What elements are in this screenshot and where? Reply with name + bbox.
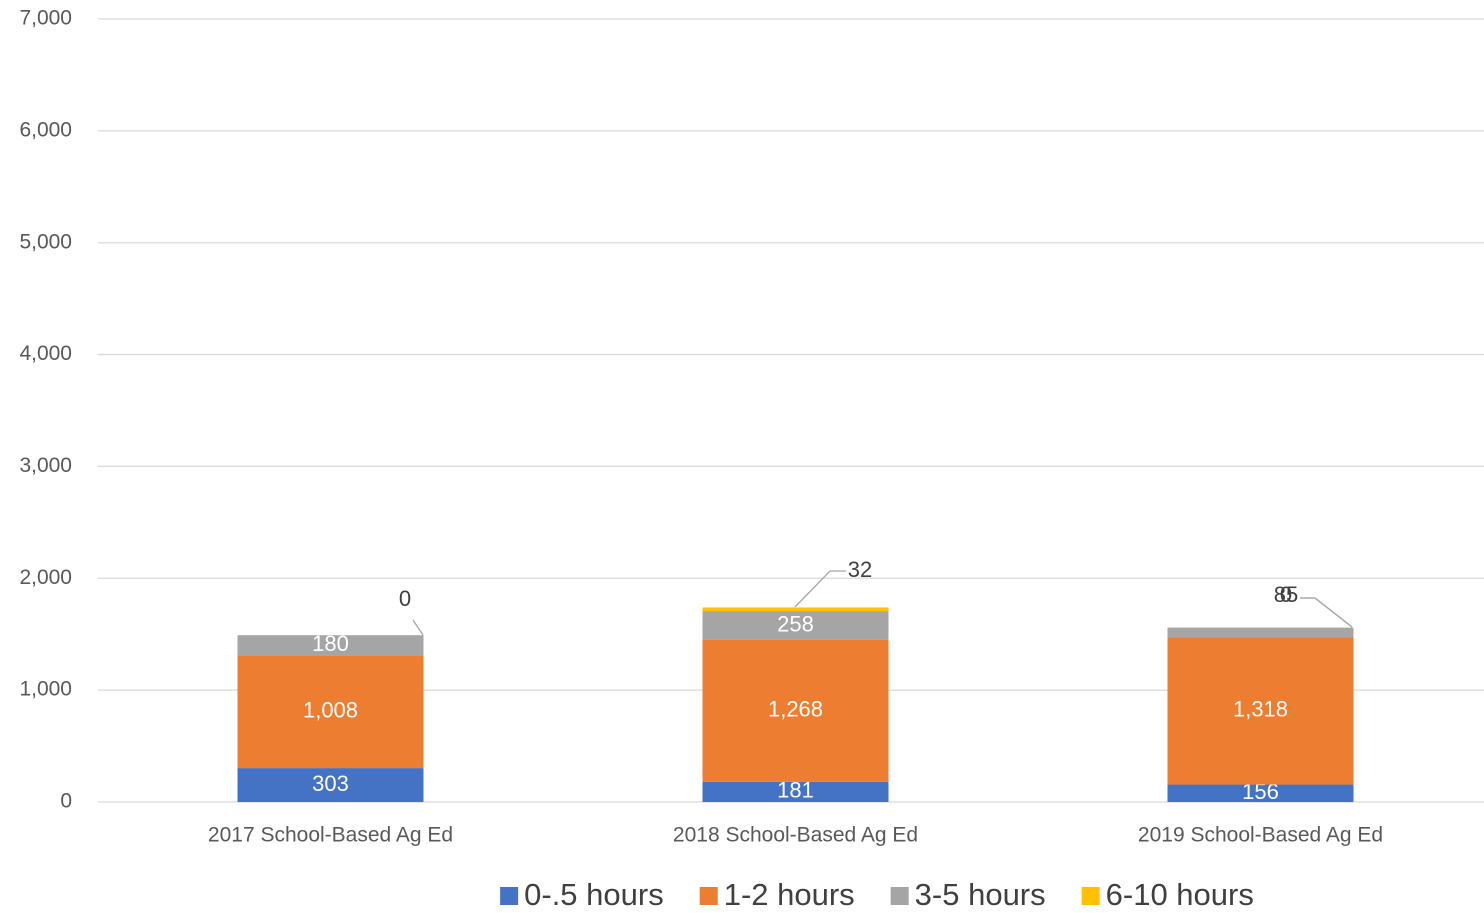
y-tick-label: 4,000 (19, 342, 72, 365)
leader-line (1300, 597, 1353, 628)
y-tick-label: 1,000 (19, 678, 72, 701)
legend-swatch (699, 887, 718, 905)
data-label: 258 (777, 611, 814, 636)
data-label: 32 (848, 557, 872, 582)
legend-label: 6-10 hours (1106, 877, 1254, 912)
y-tick-label: 0 (60, 790, 72, 813)
data-label: 1,008 (303, 698, 358, 723)
y-tick-label: 6,000 (19, 118, 72, 141)
y-tick-label: 5,000 (19, 230, 72, 253)
leader-line (794, 570, 846, 608)
data-label: 85 (1274, 582, 1298, 607)
bar-segment (237, 655, 424, 769)
data-label: 180 (312, 631, 349, 656)
bar-segment (1167, 637, 1354, 785)
leader-line (412, 619, 424, 636)
bar-segment (1167, 627, 1354, 638)
data-label: 303 (312, 771, 349, 796)
bar-segment (702, 607, 889, 612)
x-tick-label: 2017 School-Based Ag Ed (208, 824, 453, 847)
y-tick-label: 3,000 (19, 454, 72, 477)
x-tick-label: 2019 School-Based Ag Ed (1138, 824, 1383, 847)
bar-segment (702, 639, 889, 782)
data-label: 1,268 (768, 697, 823, 722)
leader-line (1300, 597, 1353, 628)
data-label: 1,318 (1233, 697, 1288, 722)
legend-label: 0-.5 hours (524, 877, 664, 912)
legend-label: 1-2 hours (724, 877, 855, 912)
legend-swatch (1081, 887, 1100, 905)
data-label: 0 (1280, 582, 1292, 607)
y-tick-label: 7,000 (19, 7, 72, 30)
legend-swatch (890, 887, 909, 905)
x-tick-label: 2018 School-Based Ag Ed (673, 824, 918, 847)
data-label: 181 (777, 778, 814, 803)
legend-swatch (500, 887, 519, 905)
data-label: 0 (399, 586, 411, 611)
y-tick-label: 2,000 (19, 566, 72, 589)
bar-segment (237, 635, 424, 656)
bar-segment (1167, 784, 1354, 802)
bar-segment (237, 768, 424, 802)
bar-segment (702, 781, 889, 802)
legend-label: 3-5 hours (915, 877, 1046, 912)
bar-segment (702, 611, 889, 640)
